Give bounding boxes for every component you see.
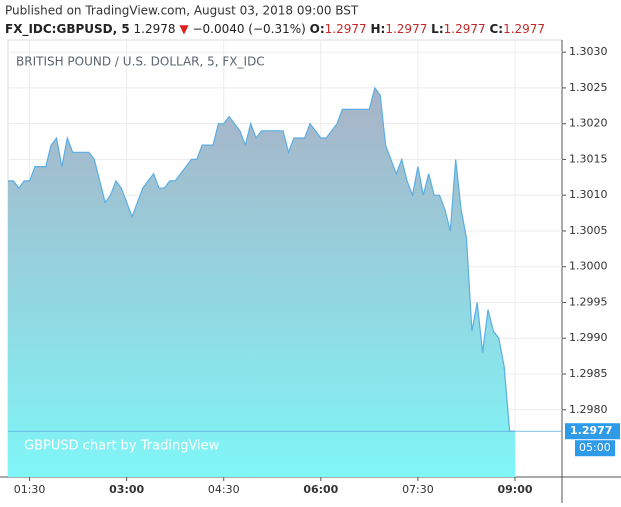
- header-h: 1.2977: [385, 22, 427, 36]
- header-symbol: FX_IDC:GBPUSD, 5: [5, 22, 130, 37]
- header-change: −0.0040 (−0.31%): [192, 22, 305, 36]
- header-c: 1.2977: [503, 22, 545, 36]
- x-tick-label: 07:30: [402, 483, 434, 496]
- last-value-box: [565, 423, 620, 440]
- header-c-label: C:: [489, 22, 503, 36]
- y-tick-label: 1.3015: [569, 152, 608, 165]
- header-arrow: ▼: [179, 22, 189, 36]
- y-tick-label: 1.2995: [569, 295, 608, 308]
- header-o-label: O:: [310, 22, 325, 36]
- last-value-label: 1.2977: [570, 424, 612, 437]
- x-tick-label: 03:00: [109, 483, 144, 496]
- header-h-label: H:: [371, 22, 386, 36]
- published: Published on TradingView.com, August 03,…: [5, 4, 359, 18]
- y-tick-label: 1.2990: [569, 331, 608, 344]
- header-l-label: L:: [431, 22, 443, 36]
- y-tick-label: 1.2980: [569, 403, 608, 416]
- area: [8, 87, 515, 478]
- header-o: 1.2977: [325, 22, 367, 36]
- y-tick-label: 1.3025: [569, 81, 608, 94]
- line: [8, 86, 515, 432]
- header-price: 1.2978: [134, 22, 176, 36]
- x-tick-label: 06:00: [303, 483, 338, 496]
- x-tick-label: 09:00: [497, 483, 532, 496]
- watermark: GBPUSD chart by TradingView: [24, 439, 220, 454]
- symbol-line: FX_IDC:GBPUSD, 5 1.2978 ▼ −0.0040 (−0.31…: [5, 22, 545, 37]
- countdown-box: [575, 440, 615, 457]
- header-l: 1.2977: [444, 22, 486, 36]
- y-tick-label: 1.3000: [569, 260, 608, 273]
- chart-title: BRITISH POUND / U.S. DOLLAR, 5, FX_IDC: [16, 55, 265, 69]
- y-tick-label: 1.3005: [569, 224, 608, 237]
- symbol-info: FX_IDC:GBPUSD, 5 1.2978 ▼ −0.0040 (−0.31…: [5, 22, 545, 37]
- countdown-label: 05:00: [579, 441, 611, 454]
- y-tick-label: 1.2985: [569, 367, 608, 380]
- y-tick-label: 1.3030: [569, 45, 608, 58]
- x-tick-label: 04:30: [208, 483, 240, 496]
- y-tick-label: 1.3010: [569, 188, 608, 201]
- y-tick-label: 1.3020: [569, 117, 608, 130]
- x-tick-label: 01:30: [14, 483, 46, 496]
